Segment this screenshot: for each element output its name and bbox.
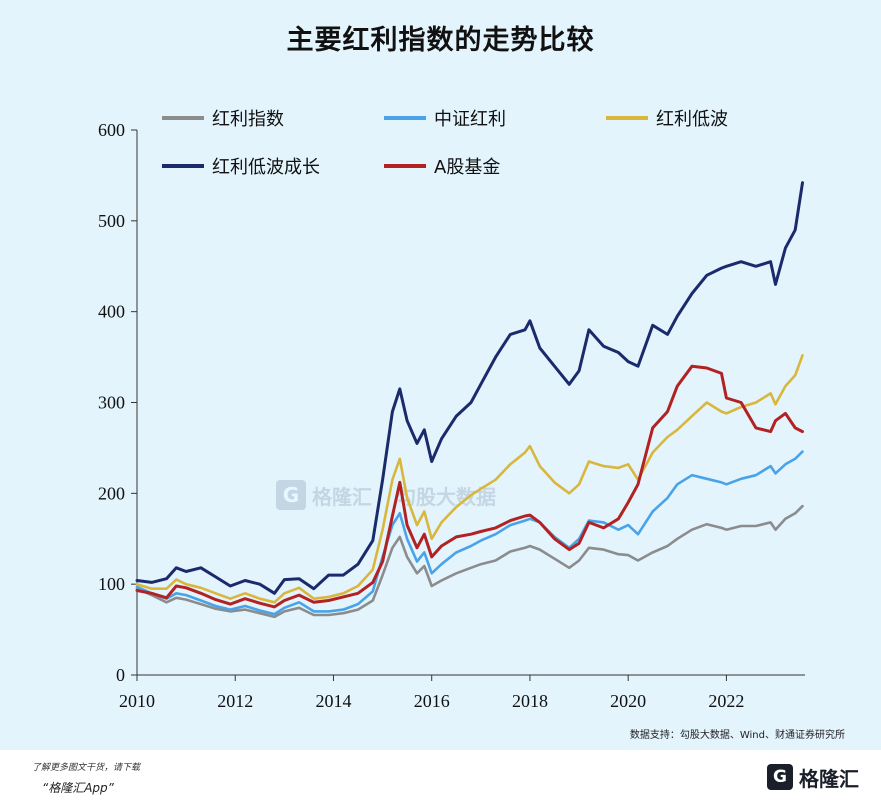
- x-tick-label: 2018: [512, 691, 548, 711]
- y-tick-label: 200: [98, 483, 125, 503]
- brand-logo[interactable]: G 格隆汇: [767, 762, 859, 792]
- legend-label-3: 红利低波: [656, 109, 728, 130]
- x-tick-label: 2020: [610, 691, 646, 711]
- y-tick-label: 500: [98, 211, 125, 231]
- watermark-logo-icon: G: [276, 480, 306, 510]
- y-tick-label: 100: [98, 574, 125, 594]
- y-tick-label: 0: [116, 665, 125, 685]
- watermark: G 格隆汇 勾股大数据: [276, 480, 496, 510]
- chart-title: 主要红利指数的走势比较: [286, 25, 595, 56]
- y-tick-label: 300: [98, 393, 125, 413]
- line-chart: 0 100 200 300 400 500 600 2010 2012 2014 2016 2018 2…: [98, 109, 805, 711]
- x-tick-label: 2016: [414, 691, 450, 711]
- legend-label-1: 红利指数: [212, 109, 284, 130]
- series-line-2: [135, 450, 804, 616]
- series-line-5: [135, 364, 804, 609]
- legend-label-5: A股基金: [434, 157, 500, 178]
- x-tick-label: 2014: [315, 691, 351, 711]
- y-tick-label: 400: [98, 302, 125, 322]
- brand-logo-icon: G: [767, 764, 793, 790]
- legend-label-2: 中证红利: [434, 109, 506, 130]
- series-line-4: [135, 181, 804, 595]
- series-line-1: [135, 504, 804, 619]
- watermark-name: 格隆汇: [312, 484, 372, 509]
- x-tick-label: 2010: [119, 691, 155, 711]
- brand-name: 格隆汇: [799, 766, 859, 791]
- source-note: 数据支持：勾股大数据、Wind、财通证券研究所: [629, 730, 845, 741]
- x-tick-label: 2022: [708, 691, 744, 711]
- y-tick-label: 600: [98, 120, 125, 140]
- x-tick-label: 2012: [217, 691, 253, 711]
- chart-panel: [0, 0, 881, 750]
- series-line-3: [135, 353, 804, 604]
- legend-label-4: 红利低波成长: [212, 157, 320, 178]
- footer-app-name: “格隆汇App”: [42, 781, 114, 795]
- footer-promo-text: 了解更多图文干货，请下载: [32, 763, 141, 773]
